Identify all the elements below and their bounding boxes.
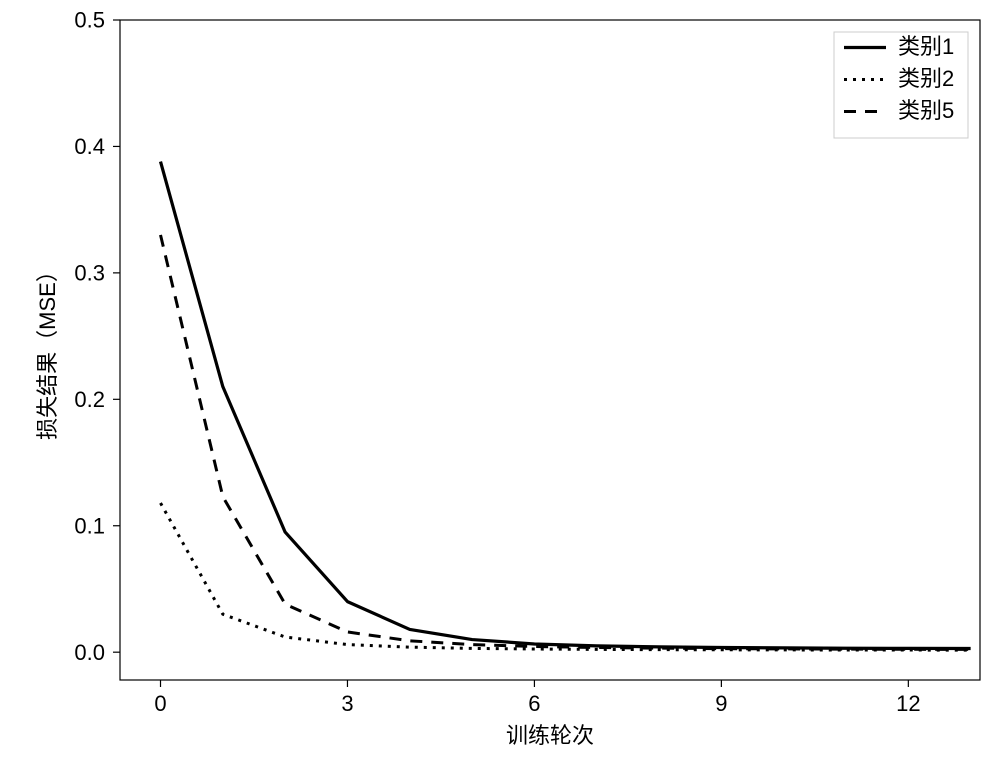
x-tick-label: 6 — [528, 691, 540, 716]
y-tick-label: 0.0 — [74, 640, 105, 665]
legend-label: 类别1 — [898, 34, 954, 59]
y-tick-label: 0.4 — [74, 134, 105, 159]
y-tick-label: 0.3 — [74, 261, 105, 286]
x-tick-label: 9 — [715, 691, 727, 716]
x-axis-label: 训练轮次 — [506, 723, 594, 748]
x-tick-label: 0 — [154, 691, 166, 716]
legend-label: 类别5 — [898, 98, 954, 123]
y-tick-label: 0.1 — [74, 513, 105, 538]
legend-label: 类别2 — [898, 66, 954, 91]
x-tick-label: 12 — [896, 691, 920, 716]
y-tick-label: 0.2 — [74, 387, 105, 412]
loss-chart: 0 3 6 9 12 0.0 0.1 0.2 0.3 0.4 0.5 训练轮次 损失结果（MSE） 类别1… — [0, 0, 1000, 761]
chart-svg: 0 3 6 9 12 0.0 0.1 0.2 0.3 0.4 0.5 训练轮次 损失结果（MSE） 类别1… — [0, 0, 1000, 761]
y-tick-label: 0.5 — [74, 8, 105, 33]
y-axis-label: 损失结果（MSE） — [35, 260, 60, 440]
x-tick-label: 3 — [341, 691, 353, 716]
